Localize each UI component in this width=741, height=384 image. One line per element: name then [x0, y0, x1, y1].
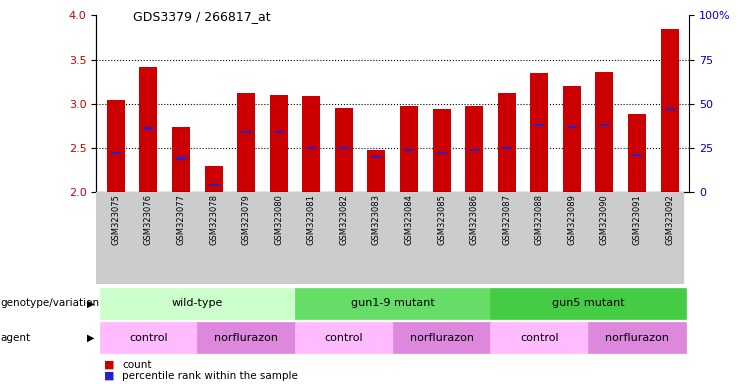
Bar — [139, 66, 157, 192]
Text: GSM323086: GSM323086 — [470, 194, 479, 245]
Bar — [339, 147, 349, 149]
Text: GDS3379 / 266817_at: GDS3379 / 266817_at — [133, 10, 271, 23]
Bar — [404, 149, 414, 151]
Text: norflurazon: norflurazon — [605, 333, 669, 343]
Bar — [433, 109, 451, 192]
Text: GSM323080: GSM323080 — [274, 194, 283, 245]
Bar — [465, 106, 483, 192]
Bar — [176, 157, 186, 159]
Bar — [502, 147, 511, 149]
Bar — [242, 131, 251, 133]
Bar — [107, 100, 124, 192]
Text: GSM323090: GSM323090 — [600, 194, 609, 245]
Text: GSM323083: GSM323083 — [372, 194, 381, 245]
Bar — [99, 323, 197, 353]
Bar — [491, 288, 686, 319]
Text: ■: ■ — [104, 371, 114, 381]
Bar — [661, 29, 679, 192]
Bar — [237, 93, 255, 192]
Text: GSM323079: GSM323079 — [242, 194, 250, 245]
Bar — [371, 156, 382, 158]
Bar — [469, 149, 479, 151]
Bar — [306, 147, 316, 149]
Text: control: control — [129, 333, 167, 343]
Text: GSM323075: GSM323075 — [111, 194, 120, 245]
Bar — [270, 95, 288, 192]
Text: gun1-9 mutant: gun1-9 mutant — [350, 298, 435, 308]
Bar — [302, 96, 320, 192]
Bar — [99, 288, 295, 319]
Text: ■: ■ — [104, 360, 114, 370]
Bar — [588, 323, 686, 353]
Bar — [665, 108, 674, 110]
Text: ▶: ▶ — [87, 298, 95, 308]
Text: percentile rank within the sample: percentile rank within the sample — [122, 371, 298, 381]
Text: GSM323077: GSM323077 — [176, 194, 185, 245]
Bar — [436, 152, 447, 154]
Bar — [111, 152, 121, 154]
Text: GSM323076: GSM323076 — [144, 194, 153, 245]
Text: GSM323091: GSM323091 — [633, 194, 642, 245]
Text: norflurazon: norflurazon — [410, 333, 473, 343]
Bar — [368, 150, 385, 192]
Text: wild-type: wild-type — [172, 298, 223, 308]
Text: genotype/variation: genotype/variation — [1, 298, 100, 308]
Bar — [498, 93, 516, 192]
Text: count: count — [122, 360, 152, 370]
Bar — [567, 126, 576, 128]
Text: GSM323081: GSM323081 — [307, 194, 316, 245]
Text: control: control — [520, 333, 559, 343]
Bar — [534, 124, 544, 126]
Bar — [335, 108, 353, 192]
Bar — [274, 131, 284, 133]
Text: GSM323088: GSM323088 — [535, 194, 544, 245]
Bar — [295, 288, 491, 319]
Bar — [599, 124, 609, 126]
Bar — [209, 184, 219, 186]
Bar — [632, 154, 642, 156]
Bar — [596, 72, 614, 192]
Text: GSM323084: GSM323084 — [405, 194, 413, 245]
Bar — [491, 323, 588, 353]
Bar — [400, 106, 418, 192]
Bar — [172, 127, 190, 192]
Bar — [628, 114, 646, 192]
Bar — [563, 86, 581, 192]
Text: GSM323085: GSM323085 — [437, 194, 446, 245]
Text: GSM323087: GSM323087 — [502, 194, 511, 245]
Bar — [531, 73, 548, 192]
Text: ▶: ▶ — [87, 333, 95, 343]
Text: gun5 mutant: gun5 mutant — [552, 298, 625, 308]
Bar — [144, 127, 153, 129]
Text: GSM323082: GSM323082 — [339, 194, 348, 245]
Bar — [197, 323, 295, 353]
Bar — [205, 166, 222, 192]
Text: GSM323092: GSM323092 — [665, 194, 674, 245]
Bar — [393, 323, 491, 353]
Text: control: control — [325, 333, 363, 343]
Text: norflurazon: norflurazon — [214, 333, 278, 343]
Text: GSM323089: GSM323089 — [568, 194, 576, 245]
Text: GSM323078: GSM323078 — [209, 194, 218, 245]
Text: agent: agent — [1, 333, 31, 343]
Bar — [295, 323, 393, 353]
